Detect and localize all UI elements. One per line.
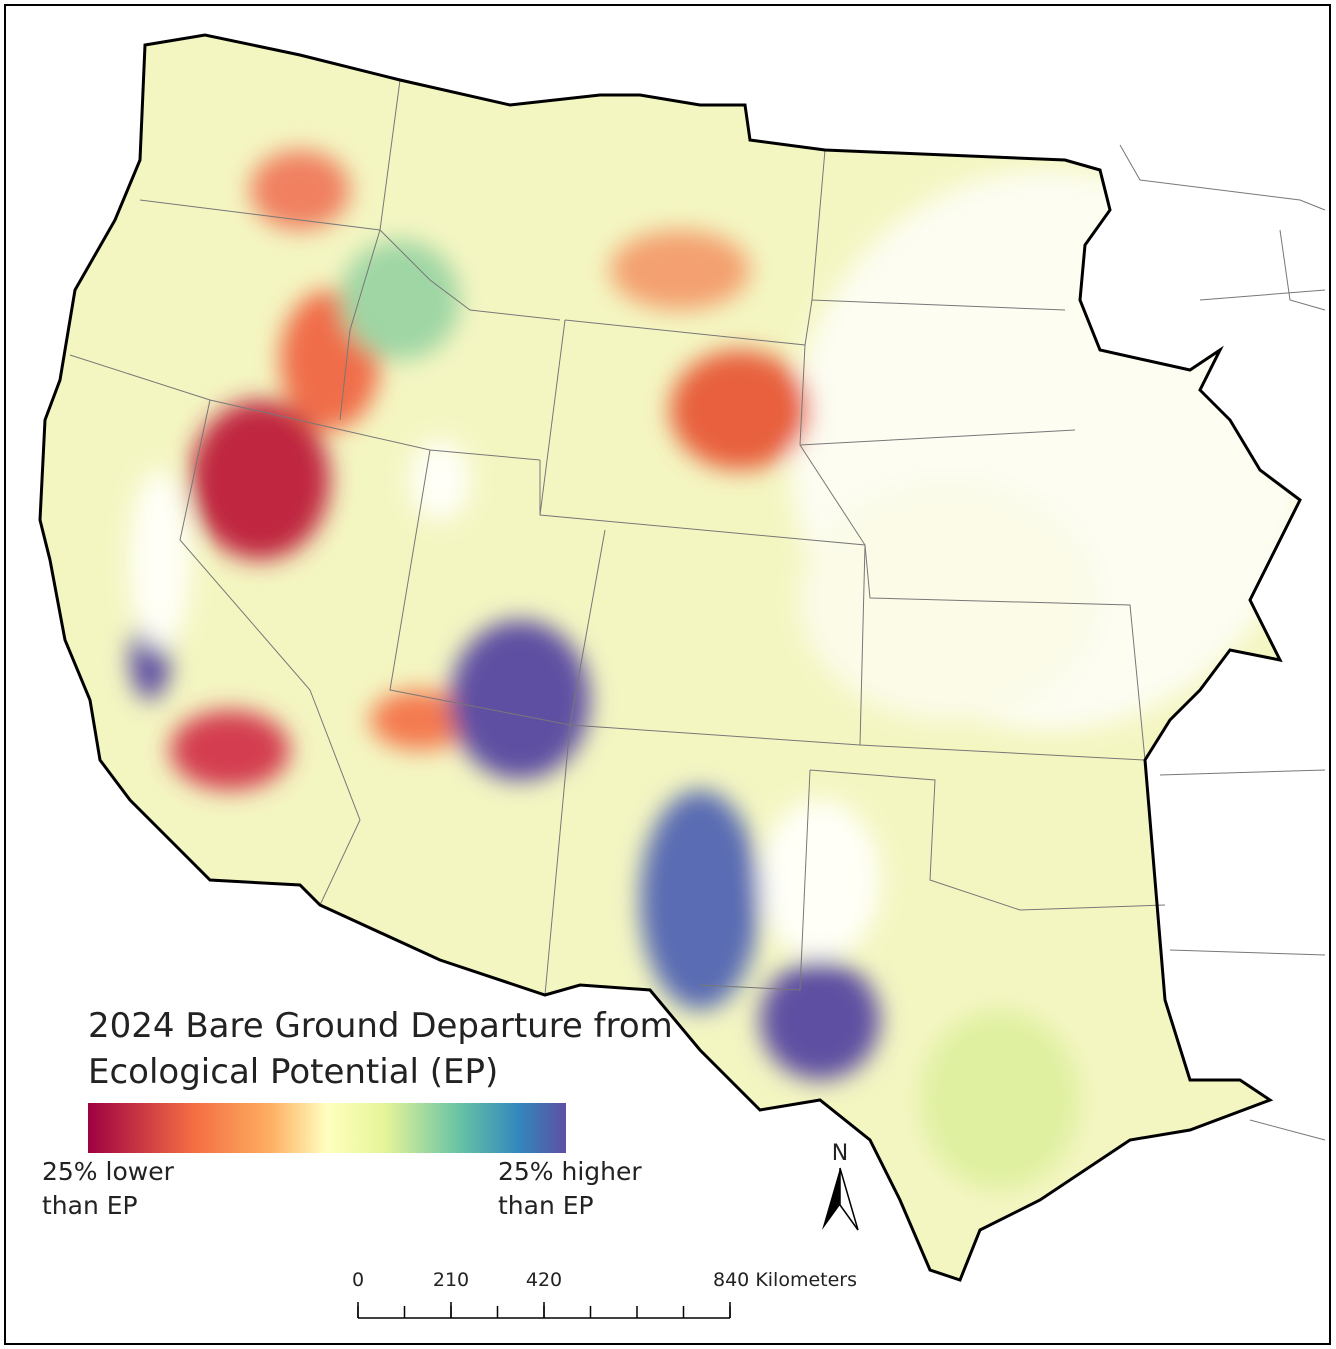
scale-unit: Kilometers: [755, 1269, 857, 1291]
scale-tick-label: 840 Kilometers: [713, 1269, 857, 1291]
title-line: 2024 Bare Ground Departure from: [88, 1006, 673, 1046]
title-line: Ecological Potential (EP): [88, 1052, 498, 1092]
legend-high-label: 25% higher: [498, 1157, 642, 1186]
legend-low-label: than EP: [42, 1191, 138, 1220]
north-arrow: [822, 1168, 840, 1230]
color-ramp: [88, 1103, 566, 1153]
scale-tick-value: 0: [352, 1269, 364, 1291]
legend-low-label: 25% lower: [42, 1157, 175, 1186]
scale-tick-label: 210: [433, 1269, 469, 1291]
scale-tick-label: 0: [352, 1269, 364, 1291]
scale-tick-value: 210: [433, 1269, 469, 1291]
scale-bar: 0 210 420 840 Kilometers: [352, 1269, 857, 1319]
scale-tick-label: 420: [526, 1269, 562, 1291]
scale-tick-value: 420: [526, 1269, 562, 1291]
legend-high-label: than EP: [498, 1191, 594, 1220]
north-label: N: [832, 1141, 848, 1166]
scale-tick-value: 840: [713, 1269, 749, 1291]
east-states: [1119, 144, 1326, 1141]
state-lines: [69, 79, 1166, 996]
